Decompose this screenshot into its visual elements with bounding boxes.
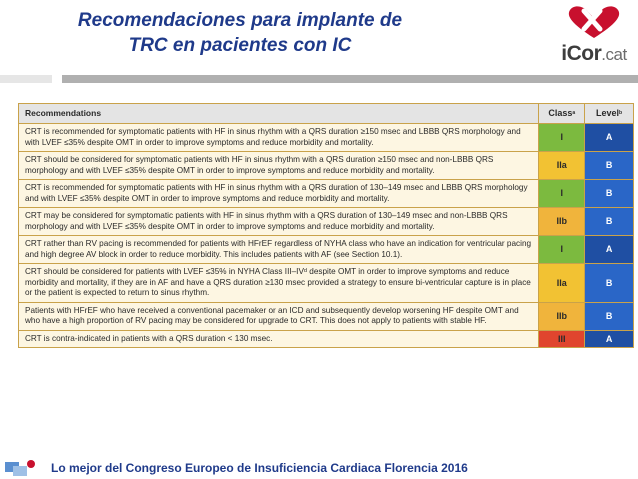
recommendation-text: CRT is recommended for symptomatic patie…	[19, 124, 539, 151]
class-badge: I	[538, 236, 585, 263]
class-badge: IIb	[538, 302, 585, 330]
header-class-label: Class	[548, 108, 573, 119]
level-badge: A	[584, 330, 633, 347]
slide-footer: Lo mejor del Congreso Europeo de Insufic…	[0, 456, 638, 479]
table-header: Recommendations Class a Level b	[19, 104, 633, 124]
class-badge: III	[538, 330, 585, 347]
conference-logo-icon	[5, 460, 35, 476]
level-badge: A	[584, 236, 633, 263]
slide-title: Recomendaciones para implante de TRC en …	[30, 8, 450, 58]
table-row: CRT may be considered for symptomatic pa…	[19, 208, 633, 236]
recommendations-table: Recommendations Class a Level b CRT is rec…	[18, 103, 634, 348]
title-line-2: TRC en pacientes con IC	[128, 35, 352, 56]
header-level: Level b	[584, 104, 633, 123]
table-row: CRT rather than RV pacing is recommended…	[19, 236, 633, 264]
table-row: CRT should be considered for patients wi…	[19, 264, 633, 303]
recommendation-text: CRT is recommended for symptomatic patie…	[19, 180, 539, 207]
recommendation-text: CRT may be considered for symptomatic pa…	[19, 208, 539, 235]
level-badge: B	[584, 152, 633, 179]
recommendation-text: CRT is contra-indicated in patients with…	[19, 330, 539, 347]
table-row: CRT is recommended for symptomatic patie…	[19, 180, 633, 208]
footer-text: Lo mejor del Congreso Europeo de Insufic…	[51, 461, 468, 475]
logo-text-main: iCor	[561, 42, 602, 65]
level-badge: B	[584, 302, 633, 330]
table-row: CRT is recommended for symptomatic patie…	[19, 124, 633, 152]
recommendation-text: Patients with HFrEF who have received a …	[19, 302, 539, 330]
class-badge: I	[538, 124, 585, 151]
level-badge: B	[584, 208, 633, 235]
header-recommendations: Recommendations	[19, 104, 539, 123]
level-badge: A	[584, 124, 633, 151]
class-badge: IIb	[538, 208, 585, 235]
header-rule-left	[0, 75, 52, 83]
icor-logo: iCor.cat	[554, 2, 634, 70]
logo-text-tld: .cat	[601, 45, 627, 64]
recommendation-text: CRT should be considered for symptomatic…	[19, 152, 539, 179]
header-class-sup: a	[572, 110, 576, 117]
class-badge: I	[538, 180, 585, 207]
recommendation-text: CRT should be considered for patients wi…	[19, 264, 539, 302]
class-badge: IIa	[538, 152, 585, 179]
logo-wordmark: iCor.cat	[554, 42, 634, 66]
class-badge: IIa	[538, 264, 585, 302]
table-row: CRT should be considered for symptomatic…	[19, 152, 633, 180]
table-body: CRT is recommended for symptomatic patie…	[19, 124, 633, 347]
header-class: Class a	[538, 104, 585, 123]
header-level-sup: b	[619, 110, 623, 117]
heart-logo-icon	[568, 6, 620, 38]
recommendation-text: CRT rather than RV pacing is recommended…	[19, 236, 539, 263]
table-row: CRT is contra-indicated in patients with…	[19, 330, 633, 347]
header-level-label: Level	[596, 108, 620, 119]
header-rule-right	[62, 75, 638, 83]
table-row: Patients with HFrEF who have received a …	[19, 302, 633, 331]
level-badge: B	[584, 264, 633, 302]
level-badge: B	[584, 180, 633, 207]
title-line-1: Recomendaciones para implante de	[77, 10, 403, 31]
